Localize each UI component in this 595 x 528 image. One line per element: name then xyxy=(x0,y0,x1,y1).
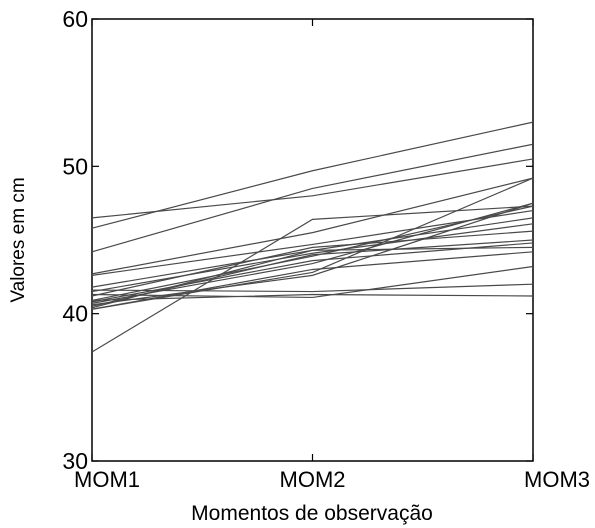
series-line-20 xyxy=(91,242,534,303)
series-line-7 xyxy=(91,223,534,293)
x-tick-label: MOM1 xyxy=(74,467,140,492)
y-tick-label: 40 xyxy=(62,301,88,327)
series-line-5 xyxy=(91,209,534,276)
x-tick-label: MOM2 xyxy=(280,467,346,492)
series-line-17 xyxy=(91,265,534,299)
x-axis-label: Momentos de observação xyxy=(191,502,433,525)
y-tick-label: 30 xyxy=(62,448,88,474)
series-line-3 xyxy=(91,143,534,253)
y-tick-label: 60 xyxy=(62,6,88,32)
series-line-19 xyxy=(91,283,534,293)
series-line-18 xyxy=(91,177,534,310)
y-tick-label: 50 xyxy=(62,153,88,179)
series-lines xyxy=(91,121,534,353)
series-line-6 xyxy=(91,217,534,288)
series-line-1 xyxy=(91,158,534,219)
x-axis: MOM1 MOM2 MOM3 xyxy=(74,19,590,492)
series-line-15 xyxy=(91,205,534,353)
x-tick-label: MOM3 xyxy=(524,467,590,492)
series-line-4 xyxy=(91,177,534,275)
plot-frame xyxy=(91,18,534,462)
y-axis-label: Valores em cm xyxy=(8,177,29,302)
series-line-16 xyxy=(91,293,534,302)
y-axis: 30 40 50 60 xyxy=(62,6,533,474)
series-line-8 xyxy=(91,230,534,297)
series-line-2 xyxy=(91,121,534,229)
